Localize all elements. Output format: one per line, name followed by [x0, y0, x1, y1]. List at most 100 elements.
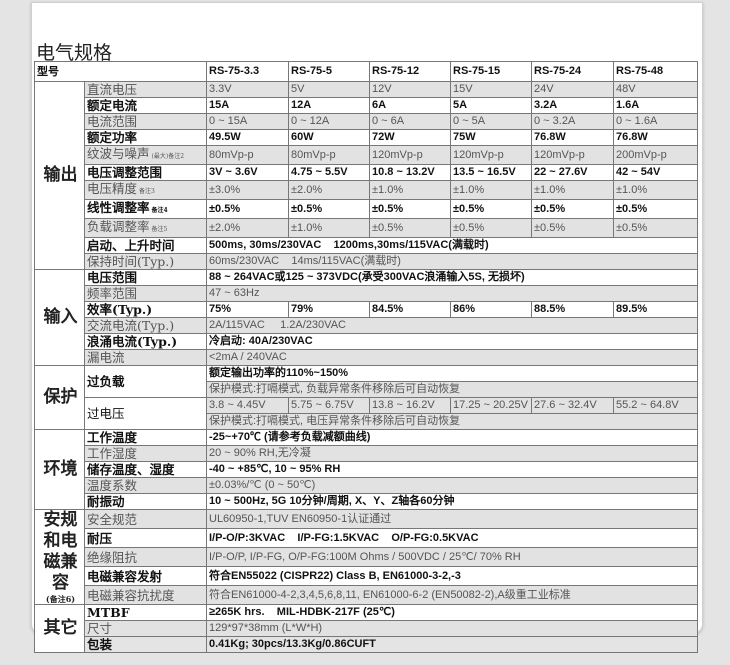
spec-row: 额定电流 15A 12A 6A 5A 3.2A 1.6A	[35, 97, 698, 114]
row-label: 工作温度	[84, 429, 207, 446]
section-name: 环境	[43, 459, 78, 479]
value-span-cell: -25~+70℃ (请参考负载减额曲线)	[206, 429, 698, 446]
row-label: 直流电压	[84, 81, 207, 98]
row-label: 浪涌电流(Typ.)	[84, 333, 207, 350]
value-cell: 0 ~ 3.2A	[531, 113, 614, 130]
row-note: 备注4	[151, 207, 168, 214]
row-label: 电压范围	[84, 269, 207, 286]
value-span-cell: 500ms, 30ms/230VAC 1200ms,30ms/115VAC(满载…	[206, 237, 698, 254]
row-label-text: 额定电流	[87, 98, 138, 113]
spec-row: 交流电流(Typ.) 2A/115VAC 1.2A/230VAC	[35, 317, 698, 334]
value-cell: 17.25 ~ 20.25V	[450, 397, 532, 414]
spec-row: 浪涌电流(Typ.) 冷启动: 40A/230VAC	[35, 333, 698, 350]
spec-row: 额定功率 49.5W 60W 72W 75W 76.8W 76.8W	[35, 129, 698, 146]
row-label-text: 启动、上升时间	[87, 238, 175, 253]
row-label-text: 电流范围	[87, 114, 138, 129]
spec-row: 启动、上升时间 500ms, 30ms/230VAC 1200ms,30ms/11…	[35, 237, 698, 254]
spec-row: 包装 0.41Kg; 30pcs/13.3Kg/0.86CUFT	[35, 636, 698, 653]
value-cell: ±2.0%	[206, 218, 289, 238]
spec-row: 输入 电压范围 88 ~ 264VAC或125 ~ 373VDC(承受300VAC浪…	[34, 269, 698, 366]
spec-row: 电压精度 备注3 ±3.0% ±2.0% ±1.0% ±1.0% ±1.0% ±1.0%	[35, 180, 698, 200]
row-label-text: 线性调整率	[87, 200, 150, 216]
row-label-text: 绝缘阻抗	[87, 549, 138, 565]
row-label-text: 尺寸	[87, 621, 113, 636]
row-label-text: 保持时间(Typ.)	[87, 254, 175, 269]
value-cell: 89.5%	[613, 301, 698, 318]
section-3-name: 环境	[34, 429, 85, 510]
value-cell: 6A	[369, 97, 451, 114]
value-cell: ±3.0%	[206, 180, 289, 200]
row-label: 过电压	[84, 397, 207, 430]
spec-row: 其它 MTBF ≥265K hrs. MIL-HDBK-217F (25℃)	[34, 604, 698, 653]
row-label-text: 储存温度、湿度	[87, 462, 175, 477]
page-title: 电气规格	[36, 42, 113, 64]
row-label-text: 频率范围	[87, 286, 138, 301]
row-label: 耐压	[84, 528, 207, 548]
row-label: 纹波与噪声 (最大)备注2	[84, 145, 207, 165]
value-span-cell: UL60950-1,TUV EN60950-1认证通过	[206, 509, 698, 529]
value-cell: 200mVp-p	[613, 145, 698, 165]
row-label-text: MTBF	[87, 605, 130, 620]
spec-row: 纹波与噪声 (最大)备注2 80mVp-p 80mVp-p 120mVp-p 120mVp…	[35, 145, 698, 165]
value-span-cell: <2mA / 240VAC	[206, 349, 698, 366]
spec-table: 型号 RS-75-3.3 RS-75-5 RS-75-12 RS-75-15 R…	[34, 61, 698, 653]
value-cell: ±0.5%	[206, 199, 289, 219]
row-label: 包装	[84, 636, 207, 653]
value-span-cell: 60ms/230VAC 14ms/115VAC(满载时)	[206, 253, 698, 270]
model-name: RS-75-15	[450, 61, 532, 82]
spec-row: 保持时间(Typ.) 60ms/230VAC 14ms/115VAC(满载时)	[35, 253, 698, 270]
value-cell: 4.75 ~ 5.5V	[288, 164, 370, 181]
section-name: 输入	[43, 307, 78, 327]
section-name: 其它	[43, 618, 78, 638]
value-span-cell: 88 ~ 264VAC或125 ~ 373VDC(承受300VAC浪涌输入5S,…	[206, 269, 698, 286]
row-label-text: 包装	[87, 637, 113, 652]
spec-row: 负载调整率 备注5 ±2.0% ±1.0% ±0.5% ±0.5% ±0.5% ±0.5%	[35, 218, 698, 238]
row-label-text: 浪涌电流(Typ.)	[87, 334, 178, 349]
value-cell: 15V	[450, 81, 532, 98]
value-span-cell: 冷启动: 40A/230VAC	[206, 333, 698, 350]
row-label-text: 安全规范	[87, 511, 138, 527]
value-span-cell: 保护模式:打嗝模式, 电压异常条件移除后可自动恢复	[206, 413, 698, 430]
value-cell: 15A	[206, 97, 289, 114]
spec-row: 线性调整率 备注4 ±0.5% ±0.5% ±0.5% ±0.5% ±0.5% ±0.5%	[35, 199, 698, 219]
spec-row: 耐振动 10 ~ 500Hz, 5G 10分钟/周期, X、Y、Z轴各60分钟	[35, 493, 698, 510]
value-cell: ±0.5%	[531, 199, 614, 219]
value-span-cell: 符合EN55022 (CISPR22) Class B, EN61000-3-2…	[206, 566, 698, 586]
row-label-text: 电磁兼容发射	[87, 568, 163, 584]
model-header-label: 型号	[34, 61, 207, 82]
value-span-cell: 2A/115VAC 1.2A/230VAC	[206, 317, 698, 334]
row-label: 电压调整范围	[84, 164, 207, 181]
row-label-text: 纹波与噪声	[87, 146, 150, 162]
section-name: 输出	[43, 165, 78, 185]
row-label-text: 电压范围	[87, 270, 138, 285]
row-label: 线性调整率 备注4	[84, 199, 207, 219]
row-label: 额定电流	[84, 97, 207, 114]
section-note: (备注6)	[45, 594, 76, 604]
value-cell: 0 ~ 5A	[450, 113, 532, 130]
value-cell: ±1.0%	[288, 218, 370, 238]
row-label-text: 耐振动	[87, 494, 125, 509]
value-cell: 80mVp-p	[206, 145, 289, 165]
value-span-cell: 0.41Kg; 30pcs/13.3Kg/0.86CUFT	[206, 636, 698, 653]
row-label: MTBF	[84, 604, 207, 621]
value-cell: 120mVp-p	[450, 145, 532, 165]
value-cell: 5A	[450, 97, 532, 114]
value-cell: ±0.5%	[369, 199, 451, 219]
row-label-text: 交流电流(Typ.)	[87, 318, 175, 333]
value-cell: 76.8W	[531, 129, 614, 146]
value-cell: 42 ~ 54V	[613, 164, 698, 181]
value-cell: 3.3V	[206, 81, 289, 98]
row-label-text: 过电压	[87, 406, 125, 421]
section-2-name: 保护	[34, 365, 85, 430]
value-cell: 120mVp-p	[531, 145, 614, 165]
value-cell: 76.8W	[613, 129, 698, 146]
row-label: 额定功率	[84, 129, 207, 146]
spec-row: 温度系数 ±0.03%/℃ (0 ~ 50℃)	[35, 477, 698, 494]
value-cell: 24V	[531, 81, 614, 98]
row-label-text: 漏电流	[87, 350, 125, 365]
row-label: 过负载	[84, 365, 207, 398]
value-cell: 3.8 ~ 4.45V	[206, 397, 289, 414]
value-cell: 27.6 ~ 32.4V	[531, 397, 614, 414]
spec-row: 电压调整范围 3V ~ 3.6V 4.75 ~ 5.5V 10.8 ~ 13.2V 13…	[35, 164, 698, 181]
value-cell: 84.5%	[369, 301, 451, 318]
